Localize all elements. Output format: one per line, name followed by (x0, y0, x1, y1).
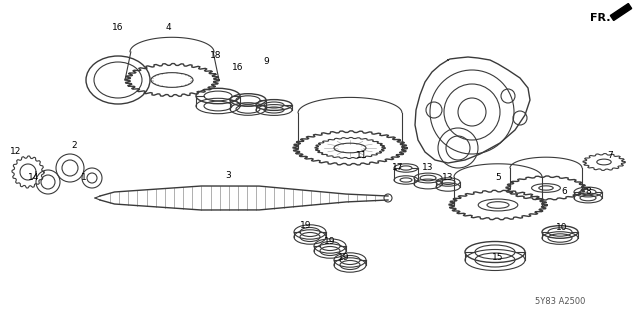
Text: 2: 2 (71, 140, 77, 149)
Text: 5: 5 (495, 173, 501, 182)
Text: 17: 17 (392, 164, 404, 172)
Text: 19: 19 (300, 220, 311, 229)
Text: 11: 11 (356, 150, 368, 159)
Text: 7: 7 (607, 150, 613, 159)
Text: 18: 18 (210, 51, 222, 60)
Text: 14: 14 (28, 173, 39, 182)
Text: 3: 3 (225, 171, 231, 180)
Text: 19: 19 (338, 253, 350, 262)
Text: 4: 4 (165, 23, 171, 33)
Text: 10: 10 (556, 223, 568, 233)
Text: FR.: FR. (590, 13, 610, 23)
Text: 6: 6 (561, 188, 567, 196)
Text: 1: 1 (81, 173, 87, 182)
FancyArrow shape (610, 4, 632, 20)
Text: 8: 8 (585, 188, 591, 196)
Text: 5Y83 A2500: 5Y83 A2500 (535, 298, 585, 307)
Text: 15: 15 (492, 253, 504, 262)
Text: 16: 16 (112, 23, 124, 33)
Text: 13: 13 (422, 164, 434, 172)
Text: 19: 19 (324, 237, 336, 246)
Text: 12: 12 (10, 148, 22, 156)
Text: 9: 9 (263, 58, 269, 67)
Text: 16: 16 (233, 63, 244, 73)
Text: 13: 13 (442, 173, 454, 182)
